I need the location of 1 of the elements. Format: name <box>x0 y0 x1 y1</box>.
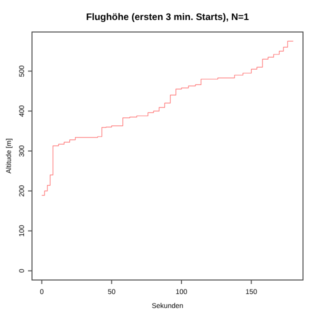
chart-title: Flughöhe (ersten 3 min. Starts), N=1 <box>86 12 250 23</box>
